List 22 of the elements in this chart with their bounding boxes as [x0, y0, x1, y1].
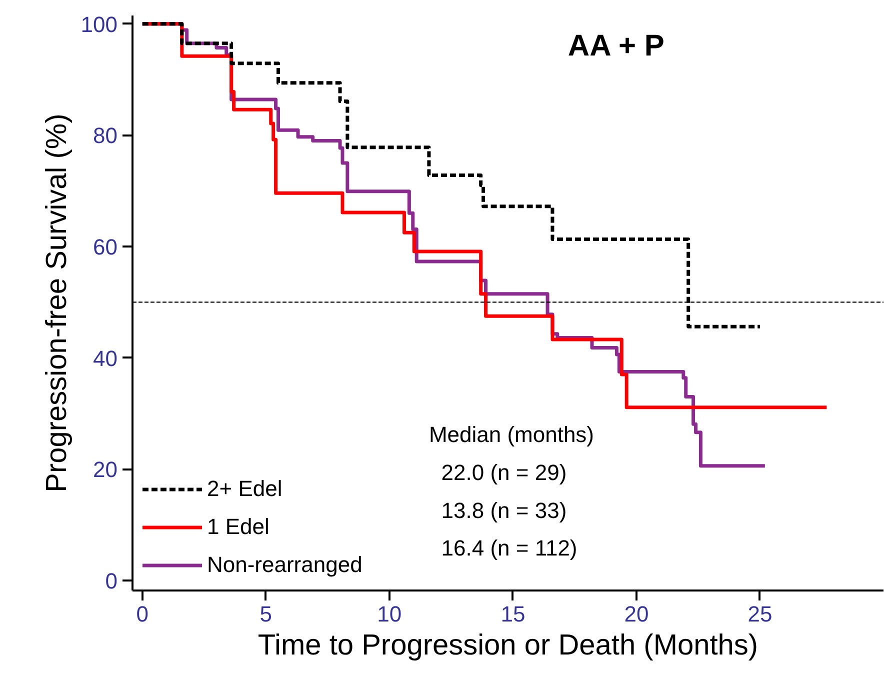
- x-tick-label: 5: [260, 602, 272, 626]
- x-tick-label: 20: [624, 602, 649, 626]
- y-axis-title: Progression-free Survival (%): [40, 114, 73, 492]
- y-tick-label: 60: [93, 234, 118, 260]
- x-axis-title: Time to Progression or Death (Months): [258, 630, 758, 662]
- legend-label: 1 Edel: [207, 513, 270, 541]
- x-tick-label: 10: [377, 602, 402, 626]
- legend-label: 2+ Edel: [207, 475, 282, 503]
- legend-label: Non-rearranged: [207, 551, 362, 579]
- text: AA + P: [568, 30, 664, 63]
- x-tick-label: 25: [748, 602, 772, 626]
- annotation: 22.0 (n = 29): [441, 460, 567, 485]
- x-tick-label: 15: [500, 602, 526, 626]
- y-tick-label: 40: [93, 346, 118, 371]
- annotation: 16.4 (n = 112): [441, 536, 578, 561]
- y-tick-label: 20: [93, 457, 118, 482]
- y-tick-label: 80: [93, 123, 118, 148]
- y-tick-label: 0: [105, 568, 118, 594]
- annotation: Median (months): [428, 422, 594, 448]
- y-tick-label: 100: [80, 12, 118, 37]
- x-tick-label: 0: [136, 602, 149, 626]
- annotation: 13.8 (n = 33): [441, 498, 567, 523]
